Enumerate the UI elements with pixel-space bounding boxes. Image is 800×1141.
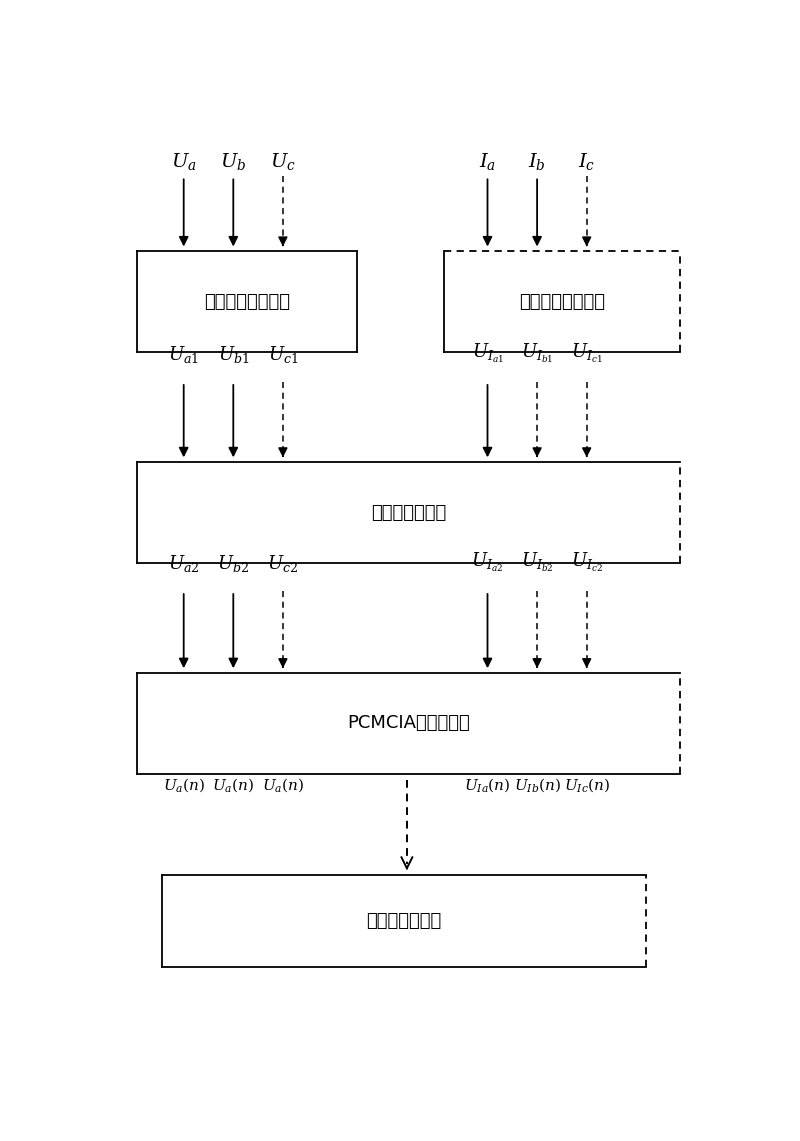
Text: $U_{a1}$: $U_{a1}$ [168, 345, 199, 365]
Text: 电流信号处理电路: 电流信号处理电路 [519, 292, 605, 310]
Text: $U_a(n)$: $U_a(n)$ [162, 776, 205, 794]
Text: $U_{I_{b1}}$: $U_{I_{b1}}$ [521, 342, 554, 365]
Text: $U_{a2}$: $U_{a2}$ [168, 553, 199, 574]
Text: $U_{I_{a2}}$: $U_{I_{a2}}$ [471, 551, 503, 574]
Text: PCMCIA数据采集卡: PCMCIA数据采集卡 [347, 714, 470, 733]
Text: $U_b$: $U_b$ [220, 151, 246, 172]
Text: $U_{Ia}(n)$: $U_{Ia}(n)$ [464, 776, 510, 794]
Text: $U_{b2}$: $U_{b2}$ [218, 553, 250, 574]
Text: $U_{I_{c1}}$: $U_{I_{c1}}$ [571, 342, 602, 365]
Text: $U_{c1}$: $U_{c1}$ [268, 345, 298, 365]
Text: $U_{Ib}(n)$: $U_{Ib}(n)$ [514, 776, 561, 794]
Text: $U_a(n)$: $U_a(n)$ [212, 776, 254, 794]
Text: $I_c$: $I_c$ [578, 151, 595, 172]
Text: $I_a$: $I_a$ [479, 151, 496, 172]
Text: $U_{Ic}(n)$: $U_{Ic}(n)$ [564, 776, 610, 794]
Text: 电压信号处理电路: 电压信号处理电路 [204, 292, 290, 310]
Text: $U_{I_{c2}}$: $U_{I_{c2}}$ [570, 551, 602, 574]
Text: $U_{I_{b2}}$: $U_{I_{b2}}$ [521, 551, 554, 574]
Text: $U_{b1}$: $U_{b1}$ [218, 345, 249, 365]
Text: 抗混叠滤波电路: 抗混叠滤波电路 [371, 503, 446, 521]
Text: $U_c$: $U_c$ [270, 151, 296, 172]
Text: $I_b$: $I_b$ [528, 151, 546, 172]
Text: $U_{I_{a1}}$: $U_{I_{a1}}$ [471, 342, 503, 365]
Text: $U_a(n)$: $U_a(n)$ [262, 776, 304, 794]
Text: $U_{c2}$: $U_{c2}$ [267, 553, 298, 574]
Text: $U_a$: $U_a$ [171, 151, 197, 172]
Text: 个人笔记本电脑: 个人笔记本电脑 [366, 912, 442, 930]
